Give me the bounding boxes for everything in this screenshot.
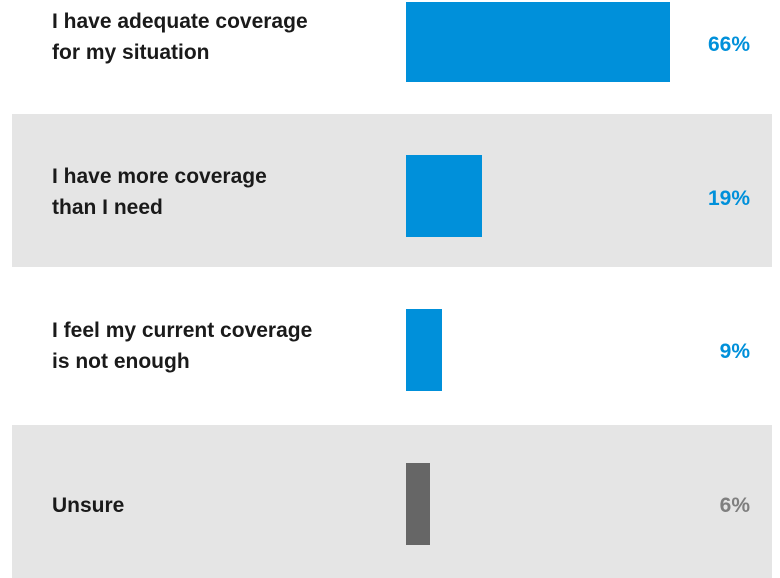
category-label-adequate: I have adequate coverage for my situatio… — [52, 10, 308, 64]
category-label-more-than-needed: I have more coverage than I need — [52, 165, 267, 219]
bar-unsure — [406, 463, 430, 545]
category-label-unsure: Unsure — [52, 494, 125, 517]
value-label-not-enough: 9% — [719, 340, 750, 363]
value-label-more-than-needed: 19% — [707, 187, 750, 210]
row-shade-4 — [12, 425, 772, 578]
row-shade-2 — [12, 114, 772, 267]
value-label-unsure: 6% — [719, 494, 750, 517]
bar-not-enough — [406, 309, 442, 391]
bar-adequate — [406, 2, 670, 82]
bar-more-than-needed — [406, 155, 482, 237]
category-label-not-enough: I feel my current coverage is not enough — [52, 319, 313, 373]
value-label-adequate: 66% — [707, 33, 750, 56]
